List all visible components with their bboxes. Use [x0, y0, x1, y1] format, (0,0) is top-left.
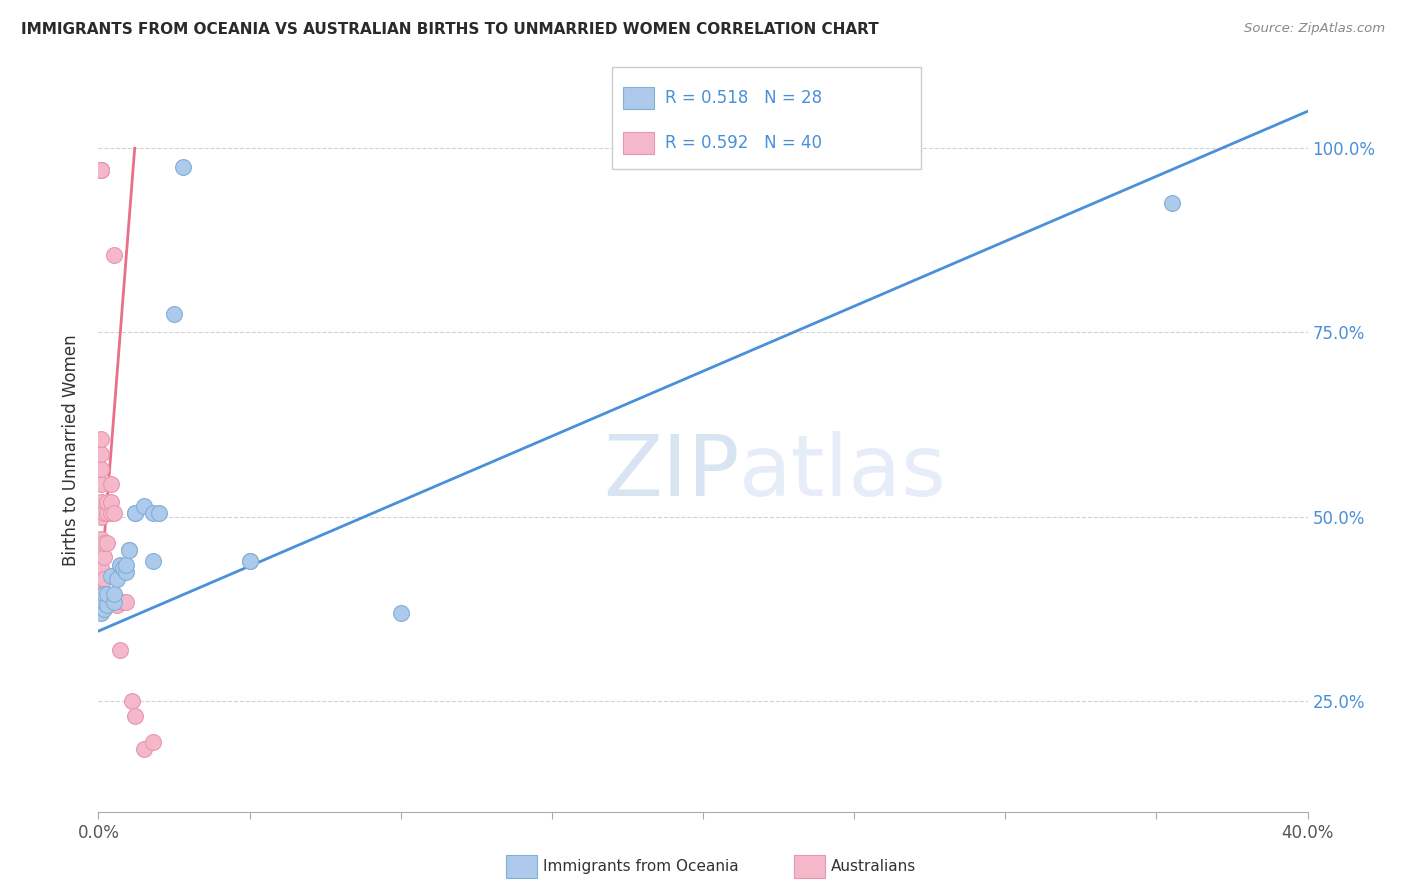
Point [114, 594, 136, 608]
Point [172, 160, 194, 174]
Point [132, 499, 155, 513]
Point [239, 554, 262, 568]
Point [93, 573, 115, 587]
Point [90, 495, 112, 509]
Point [124, 506, 146, 520]
Point [239, 554, 262, 568]
Point [103, 506, 125, 520]
Point [90, 509, 112, 524]
Point [100, 569, 122, 583]
Point [90, 163, 112, 178]
Point [96, 599, 118, 613]
Point [96, 506, 118, 520]
Point [93, 587, 115, 601]
Y-axis label: Births to Unmarried Women: Births to Unmarried Women [62, 334, 80, 566]
Point [103, 587, 125, 601]
Point [96, 535, 118, 549]
Point [114, 558, 136, 572]
Point [1160, 196, 1182, 211]
Point [90, 163, 112, 178]
Point [90, 447, 112, 461]
Point [96, 495, 118, 509]
Point [90, 462, 112, 476]
Point [108, 558, 131, 572]
Point [118, 543, 141, 558]
Text: R = 0.518   N = 28: R = 0.518 N = 28 [665, 89, 823, 107]
Point [93, 506, 115, 520]
Point [142, 506, 165, 520]
Point [100, 495, 122, 509]
Point [93, 602, 115, 616]
Point [111, 561, 134, 575]
Point [148, 506, 170, 520]
Point [90, 532, 112, 546]
Point [93, 594, 115, 608]
Point [108, 642, 131, 657]
Text: R = 0.592   N = 40: R = 0.592 N = 40 [665, 134, 823, 152]
Point [90, 476, 112, 491]
Point [90, 547, 112, 561]
Point [93, 594, 115, 608]
Text: ZIP: ZIP [603, 431, 740, 514]
Point [121, 694, 143, 708]
Text: Australians: Australians [831, 859, 917, 873]
Point [103, 594, 125, 608]
Point [90, 433, 112, 447]
Point [105, 573, 128, 587]
Point [132, 742, 155, 756]
Point [93, 550, 115, 565]
Text: atlas: atlas [740, 431, 948, 514]
Point [124, 506, 146, 520]
Point [90, 580, 112, 594]
Point [163, 307, 186, 321]
Point [93, 535, 115, 549]
Point [96, 587, 118, 601]
Point [142, 554, 165, 568]
Point [124, 709, 146, 723]
Point [100, 506, 122, 520]
Point [142, 734, 165, 748]
Point [105, 599, 128, 613]
Text: Source: ZipAtlas.com: Source: ZipAtlas.com [1244, 22, 1385, 36]
Point [90, 163, 112, 178]
Point [90, 163, 112, 178]
Point [90, 594, 112, 608]
Point [389, 606, 412, 620]
Point [114, 565, 136, 579]
Text: IMMIGRANTS FROM OCEANIA VS AUSTRALIAN BIRTHS TO UNMARRIED WOMEN CORRELATION CHAR: IMMIGRANTS FROM OCEANIA VS AUSTRALIAN BI… [21, 22, 879, 37]
Point [90, 561, 112, 575]
Text: Immigrants from Oceania: Immigrants from Oceania [543, 859, 738, 873]
Point [93, 587, 115, 601]
Point [90, 606, 112, 620]
Point [111, 594, 134, 608]
Point [118, 543, 141, 558]
Point [90, 573, 112, 587]
Point [90, 587, 112, 601]
Point [90, 594, 112, 608]
Point [100, 476, 122, 491]
Point [103, 248, 125, 262]
